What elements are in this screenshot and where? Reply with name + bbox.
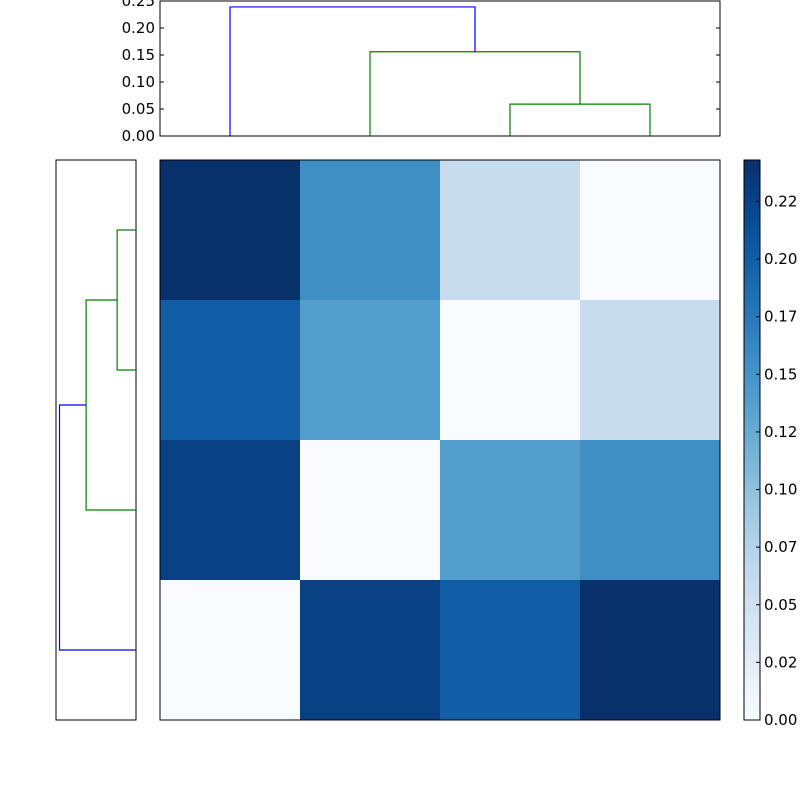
left-dendrogram-frame (55, 159, 137, 721)
colorbar-tick-label: 0.05 (764, 596, 797, 614)
y-tick-label: 0.05 (122, 100, 155, 118)
dendrogram-link (229, 6, 476, 136)
heatmap-cell (160, 440, 301, 581)
y-tick-label: 0.10 (122, 73, 155, 91)
colorbar-tick-label: 0.10 (764, 481, 797, 499)
colorbar-tick-label: 0.17 (764, 308, 797, 326)
heatmap-frame (159, 159, 721, 721)
colorbar-tick-label: 0.20 (764, 250, 797, 268)
heatmap-cell (160, 300, 301, 441)
heatmap-cell (440, 580, 581, 721)
top-dendrogram: 0.00 0.05 0.10 0.15 0.20 0.25 (122, 0, 721, 145)
y-tick-label: 0.15 (122, 46, 155, 64)
left-dendrogram (55, 159, 137, 721)
heatmap-cell (580, 300, 721, 441)
heatmap-cell (160, 580, 301, 721)
top-dendrogram-frame (159, 0, 721, 137)
colorbar-tick-label: 0.12 (764, 423, 797, 441)
dendrogram-link (116, 229, 136, 371)
colorbar: 0.00 0.02 0.05 0.07 0.10 0.12 0.15 0.17 0.20 0.22 (743, 159, 797, 729)
heatmap-cell (300, 440, 441, 581)
dendrogram-link (509, 103, 651, 136)
heatmap-cell (440, 440, 581, 581)
y-tick-label: 0.00 (122, 127, 155, 145)
colorbar-tick-label: 0.07 (764, 538, 797, 556)
colorbar-tick-label: 0.15 (764, 365, 797, 383)
heatmap-cell (580, 580, 721, 721)
heatmap-cell (300, 580, 441, 721)
colorbar-tick-label: 0.02 (764, 653, 797, 671)
colorbar-tick-label: 0.22 (764, 192, 797, 210)
y-tick-label: 0.25 (122, 0, 155, 10)
heatmap-cell (580, 440, 721, 581)
heatmap-cell (580, 160, 721, 301)
heatmap-cell (440, 300, 581, 441)
dendrogram-link (369, 51, 581, 136)
dendrogram-link (85, 299, 136, 511)
heatmap-cell (300, 300, 441, 441)
heatmap (159, 159, 721, 721)
colorbar-tick-label: 0.00 (764, 711, 797, 729)
heatmap-cell (300, 160, 441, 301)
heatmap-cell (160, 160, 301, 301)
dendrogram-link (58, 404, 136, 651)
y-tick-label: 0.20 (122, 19, 155, 37)
colorbar-bar (743, 159, 761, 721)
heatmap-cell (440, 160, 581, 301)
